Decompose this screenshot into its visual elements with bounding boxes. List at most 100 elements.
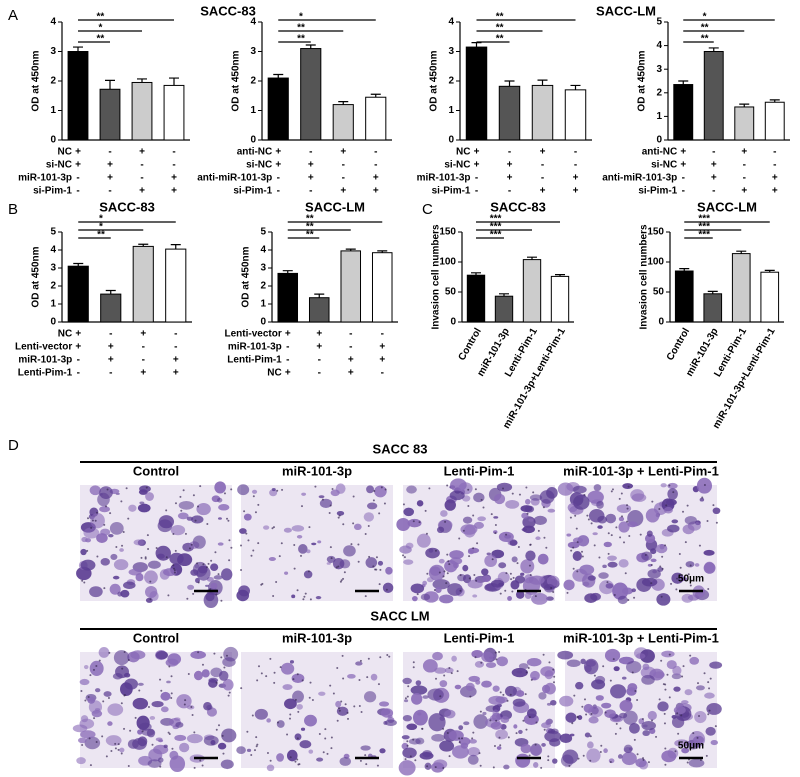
cell — [573, 494, 590, 510]
condition-mark: + — [741, 186, 747, 197]
pore — [105, 755, 108, 758]
condition-mark: - — [574, 147, 577, 158]
cell — [90, 513, 105, 529]
cell — [481, 575, 491, 583]
cell — [402, 714, 412, 722]
cell — [213, 575, 223, 580]
cell — [492, 685, 500, 692]
error-bar — [314, 293, 325, 298]
cell — [266, 764, 275, 772]
pore — [294, 698, 297, 701]
condition-mark: + — [573, 186, 579, 197]
pore — [681, 675, 684, 678]
cell — [217, 517, 222, 520]
cell — [387, 714, 393, 719]
pore — [442, 727, 445, 730]
cell — [485, 662, 497, 669]
pore — [117, 743, 120, 746]
cell — [500, 716, 510, 723]
pore — [199, 759, 202, 762]
pore — [682, 665, 685, 668]
pore — [89, 764, 92, 767]
cell — [99, 486, 113, 499]
pore — [197, 505, 200, 508]
pore — [450, 672, 453, 675]
cell — [124, 678, 138, 690]
bar — [731, 253, 751, 323]
pore — [379, 568, 382, 571]
cell — [663, 506, 673, 514]
pore — [257, 665, 260, 668]
pore — [375, 568, 378, 571]
cell — [176, 694, 192, 709]
cell — [214, 481, 226, 494]
cell — [377, 560, 384, 566]
cell — [535, 536, 541, 541]
pore — [475, 579, 478, 582]
cell — [268, 556, 276, 561]
error-bar — [137, 78, 147, 83]
pore — [296, 673, 299, 676]
pore — [352, 522, 355, 525]
cell — [80, 548, 87, 556]
cell — [326, 555, 336, 563]
panel-letter: B — [8, 201, 18, 218]
pore — [525, 671, 528, 674]
pore — [336, 666, 339, 669]
pore — [358, 678, 361, 681]
pore — [634, 690, 637, 693]
pore — [668, 696, 671, 699]
cell — [404, 699, 409, 703]
cell — [217, 742, 227, 750]
condition-label: miR-101-3p — [18, 355, 72, 366]
cell — [559, 695, 574, 707]
cell — [385, 566, 393, 575]
cell — [477, 516, 486, 522]
cell — [682, 524, 695, 535]
pore — [341, 654, 344, 657]
cell — [531, 592, 548, 605]
y-tick-label: 100 — [439, 257, 456, 268]
cell — [300, 727, 306, 731]
pore — [406, 695, 409, 698]
cell — [440, 510, 448, 517]
cell — [79, 678, 90, 686]
cell — [607, 555, 617, 561]
pore — [357, 543, 360, 546]
pore — [621, 515, 624, 518]
cell — [319, 498, 333, 508]
cell — [588, 716, 599, 724]
pore — [633, 596, 636, 599]
pore — [510, 578, 513, 581]
pore — [580, 550, 583, 553]
pore — [261, 582, 264, 585]
pore — [240, 687, 243, 690]
cell — [108, 534, 114, 538]
cell — [379, 748, 386, 754]
condition-label: si-NC — [246, 160, 272, 171]
pore — [502, 693, 505, 696]
pore — [206, 523, 209, 526]
pore — [278, 555, 281, 558]
pore — [138, 689, 141, 692]
cell — [332, 558, 345, 570]
pore — [571, 722, 574, 725]
cell — [89, 660, 104, 677]
pore — [252, 549, 255, 552]
pore — [240, 568, 243, 571]
pore — [472, 547, 475, 550]
pore — [434, 549, 437, 552]
pore — [443, 570, 446, 573]
pore — [529, 573, 532, 576]
cell — [546, 596, 554, 601]
pore — [706, 520, 709, 523]
pore — [687, 573, 690, 576]
cell — [210, 667, 223, 678]
cell — [603, 541, 612, 548]
cell — [472, 594, 478, 598]
pore — [698, 544, 701, 547]
pore — [308, 526, 311, 529]
cell — [439, 594, 454, 604]
pore — [266, 752, 269, 755]
